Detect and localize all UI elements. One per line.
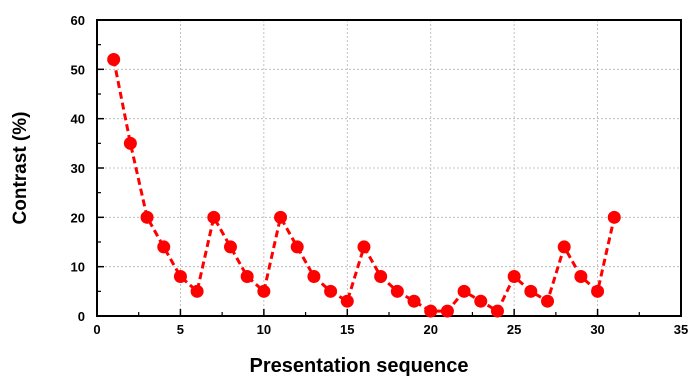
- series-points: [107, 52, 621, 318]
- data-point: [173, 270, 187, 284]
- x-tick-label: 35: [674, 322, 688, 337]
- data-point: [390, 284, 404, 298]
- data-point: [307, 270, 321, 284]
- tick-labels: 0 5 10 15 20 25 30 35 0 10 20 30 40 50 60: [71, 13, 688, 337]
- x-tick-label: 20: [423, 322, 437, 337]
- x-tick-label: 10: [257, 322, 271, 337]
- data-point: [557, 240, 571, 254]
- data-point: [374, 270, 388, 284]
- data-point: [340, 294, 354, 308]
- y-tick-label: 40: [71, 112, 85, 127]
- data-point: [140, 210, 154, 224]
- data-point: [274, 210, 288, 224]
- y-tick-label: 10: [71, 260, 85, 275]
- data-point: [324, 284, 338, 298]
- x-tick-label: 30: [590, 322, 604, 337]
- y-tick-label: 20: [71, 210, 85, 225]
- x-tick-label: 15: [340, 322, 354, 337]
- series-line: [112, 59, 616, 314]
- data-point: [357, 240, 371, 254]
- x-tick-label: 0: [93, 322, 100, 337]
- data-point: [591, 284, 605, 298]
- data-point: [107, 52, 121, 66]
- x-tick-label: 25: [507, 322, 521, 337]
- data-point: [190, 284, 204, 298]
- data-point: [574, 270, 588, 284]
- data-point: [440, 304, 454, 318]
- data-point: [123, 136, 137, 150]
- data-point: [524, 284, 538, 298]
- y-tick-label: 0: [78, 309, 85, 324]
- data-point: [457, 284, 471, 298]
- data-point: [240, 270, 254, 284]
- y-tick-label: 30: [71, 161, 85, 176]
- x-tick-label: 5: [177, 322, 184, 337]
- data-point: [290, 240, 304, 254]
- data-point: [207, 210, 221, 224]
- data-point: [607, 210, 621, 224]
- y-tick-label: 60: [71, 13, 85, 28]
- data-point: [490, 304, 504, 318]
- data-point: [507, 270, 521, 284]
- y-tick-label: 50: [71, 62, 85, 77]
- data-point: [157, 240, 171, 254]
- data-point: [407, 294, 421, 308]
- data-point: [223, 240, 237, 254]
- y-axis-title: Contrast (%): [10, 112, 31, 225]
- data-point: [541, 294, 555, 308]
- x-axis-title: Presentation sequence: [250, 355, 469, 377]
- grid-lines: [97, 20, 681, 316]
- data-point: [424, 304, 438, 318]
- data-point: [474, 294, 488, 308]
- data-point: [257, 284, 271, 298]
